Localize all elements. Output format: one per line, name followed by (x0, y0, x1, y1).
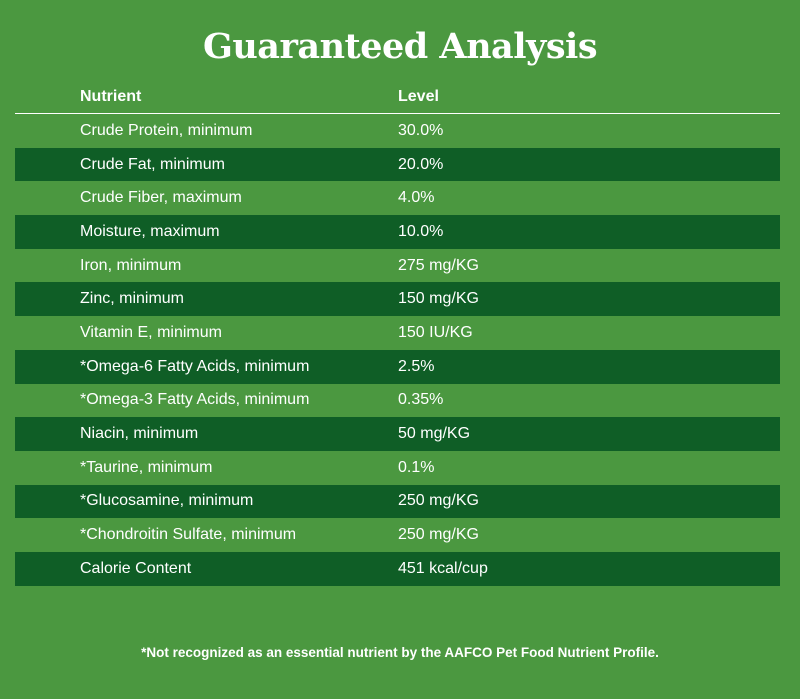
nutrient-cell: *Omega-6 Fatty Acids, minimum (80, 357, 310, 375)
level-cell: 0.1% (398, 458, 435, 476)
table-row: *Chondroitin Sulfate, minimum 250 mg/KG (15, 518, 780, 552)
table-row: Calorie Content 451 kcal/cup (15, 551, 780, 586)
nutrient-cell: Crude Protein, minimum (80, 121, 253, 139)
table-row: *Taurine, minimum 0.1% (15, 451, 780, 485)
nutrient-cell: Iron, minimum (80, 256, 182, 274)
footnote: *Not recognized as an essential nutrient… (141, 645, 659, 660)
table-row: Niacin, minimum 50 mg/KG (15, 417, 780, 451)
level-cell: 30.0% (398, 121, 444, 139)
table-row: Vitamin E, minimum 150 IU/KG (15, 316, 780, 350)
nutrient-cell: Vitamin E, minimum (80, 323, 222, 341)
table-row: *Glucosamine, minimum 250 mg/KG (15, 484, 780, 519)
level-cell: 451 kcal/cup (398, 559, 488, 577)
nutrient-cell: *Glucosamine, minimum (80, 492, 254, 510)
nutrient-cell: Niacin, minimum (80, 425, 199, 443)
table-row: Iron, minimum 275 mg/KG (15, 249, 780, 283)
nutrient-cell: Moisture, maximum (80, 222, 220, 240)
header-nutrient: Nutrient (80, 87, 142, 105)
table-row: Crude Fat, minimum 20.0% (15, 147, 780, 182)
page-title: Guaranteed Analysis (202, 26, 598, 67)
nutrient-cell: Calorie Content (80, 559, 192, 577)
level-cell: 20.0% (398, 155, 444, 173)
table-header: Nutrient Level (15, 80, 780, 114)
level-cell: 250 mg/KG (398, 492, 479, 510)
nutrient-cell: *Chondroitin Sulfate, minimum (80, 526, 297, 544)
level-cell: 2.5% (398, 357, 435, 375)
table-row: Crude Fiber, maximum 4.0% (15, 181, 780, 215)
level-cell: 150 IU/KG (398, 323, 473, 341)
table-row: Moisture, maximum 10.0% (15, 215, 780, 249)
nutrient-cell: Crude Fat, minimum (80, 155, 225, 173)
nutrient-cell: Crude Fiber, maximum (80, 189, 242, 207)
level-cell: 150 mg/KG (398, 290, 479, 308)
nutrient-cell: *Taurine, minimum (80, 458, 213, 476)
nutrient-cell: *Omega-3 Fatty Acids, minimum (80, 391, 310, 409)
guaranteed-analysis-table: Nutrient Level Crude Protein, minimum 30… (15, 80, 780, 586)
level-cell: 0.35% (398, 391, 444, 409)
level-cell: 4.0% (398, 189, 435, 207)
header-level: Level (398, 87, 439, 105)
level-cell: 250 mg/KG (398, 526, 479, 544)
level-cell: 275 mg/KG (398, 256, 479, 274)
level-cell: 50 mg/KG (398, 425, 471, 443)
table-row: *Omega-6 Fatty Acids, minimum 2.5% (15, 349, 780, 384)
table-row: *Omega-3 Fatty Acids, minimum 0.35% (15, 384, 780, 418)
table-row: Zinc, minimum 150 mg/KG (15, 282, 780, 317)
nutrient-cell: Zinc, minimum (80, 290, 185, 308)
table-row: Crude Protein, minimum 30.0% (15, 114, 780, 148)
level-cell: 10.0% (398, 222, 444, 240)
